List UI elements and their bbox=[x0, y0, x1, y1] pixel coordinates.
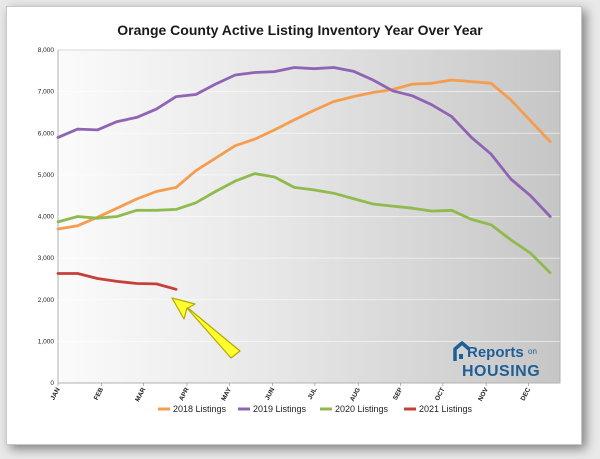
legend: 2018 Listings 2019 Listings 2020 Listings 2… bbox=[158, 404, 473, 414]
y-tick-label: 6,000 bbox=[38, 130, 55, 137]
chart-title: Orange County Active Listing Inventory Y… bbox=[117, 22, 483, 38]
series-lines bbox=[56, 66, 552, 291]
logo-on-text: on bbox=[528, 347, 537, 356]
y-tick-label: 7,000 bbox=[38, 89, 55, 96]
x-tick-label: DEC bbox=[520, 386, 533, 402]
arrow-annotation bbox=[171, 297, 241, 359]
x-axis: JAN FEB MAR APR MAY JUN JUL AUG SEP OCT NOV DEC bbox=[49, 383, 532, 403]
y-axis: 0 1,000 2,000 3,000 4,000 5,000 6,000 7,000 8,00… bbox=[38, 47, 55, 387]
grid-lines bbox=[58, 49, 560, 342]
x-tick-label: APR bbox=[178, 386, 191, 402]
x-tick-label: AUG bbox=[349, 387, 362, 403]
y-tick-label: 5,000 bbox=[38, 172, 55, 179]
series-line-2020 bbox=[56, 172, 552, 275]
legend-label-2018: 2018 Listings bbox=[173, 404, 227, 414]
y-tick-label: 0 bbox=[50, 380, 54, 387]
x-tick-label: MAY bbox=[220, 386, 233, 402]
x-tick-label: MAR bbox=[134, 386, 147, 403]
y-tick-label: 3,000 bbox=[38, 255, 55, 262]
x-tick-label: SEP bbox=[392, 386, 405, 401]
legend-label-2019: 2019 Listings bbox=[253, 404, 307, 414]
y-tick-label: 2,000 bbox=[38, 297, 55, 304]
series-line-2019 bbox=[56, 66, 552, 218]
legend-label-2020: 2020 Listings bbox=[335, 404, 389, 414]
x-tick-label: JUL bbox=[307, 387, 319, 401]
y-tick-label: 1,000 bbox=[38, 338, 55, 345]
series-line-2018 bbox=[56, 78, 552, 231]
y-tick-label: 8,000 bbox=[38, 47, 55, 54]
x-tick-label: FEB bbox=[93, 386, 105, 401]
legend-label-2021: 2021 Listings bbox=[419, 404, 473, 414]
reports-on-housing-logo: Reports on HOUSING bbox=[453, 341, 540, 380]
logo-housing-text: HOUSING bbox=[462, 363, 540, 380]
house-logo-icon bbox=[453, 341, 471, 361]
y-tick-label: 4,000 bbox=[38, 214, 55, 221]
logo-reports-text: Reports bbox=[467, 344, 524, 361]
x-tick-label: OCT bbox=[434, 387, 447, 402]
x-tick-label: JAN bbox=[49, 386, 61, 401]
x-tick-label: JUN bbox=[264, 386, 276, 401]
x-tick-label: NOV bbox=[477, 386, 490, 402]
series-line-2021 bbox=[56, 272, 178, 291]
